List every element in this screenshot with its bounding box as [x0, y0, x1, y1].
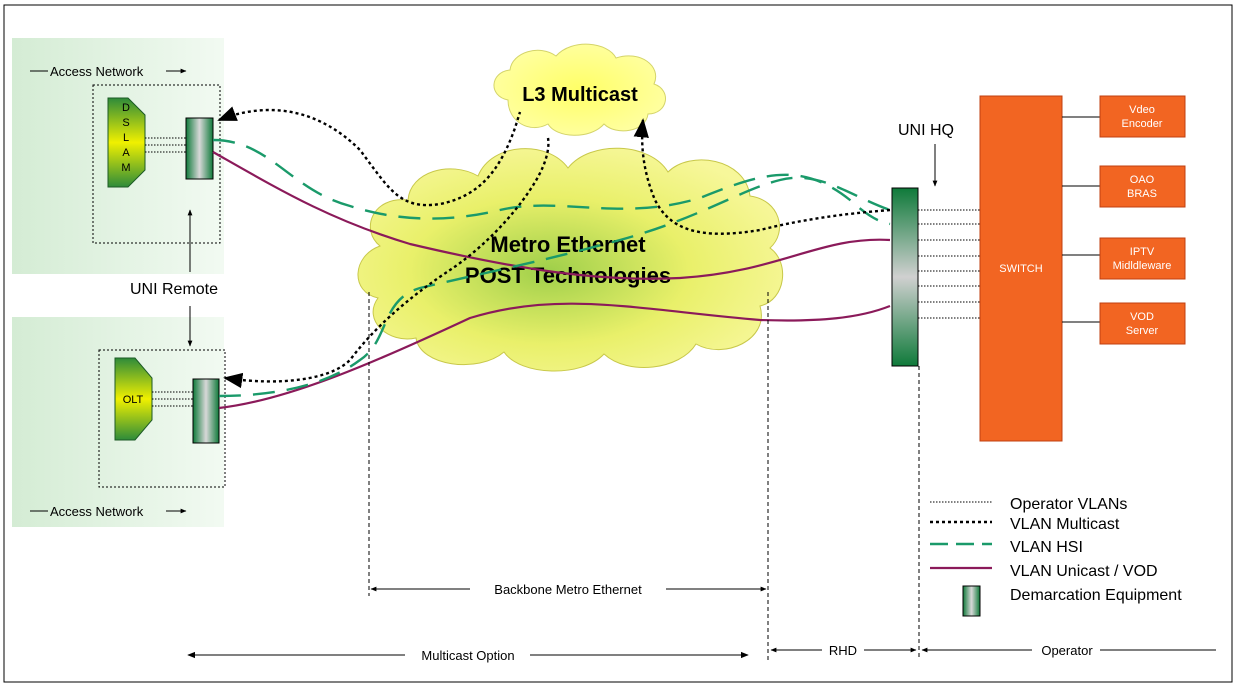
metro-ethernet-line2: POST Technologies — [465, 263, 671, 288]
olt-device — [114, 357, 153, 441]
switch-box — [979, 95, 1063, 442]
svg-text:L: L — [123, 132, 129, 144]
dslam-device — [107, 97, 146, 188]
vlan-multicast-lines — [217, 106, 891, 389]
vlan-unicast-lines — [212, 151, 891, 410]
server-oao-bras: OAO BRAS — [1099, 165, 1186, 208]
metro-ethernet-line1: Metro Ethernet — [490, 232, 646, 257]
operator-label: Operator — [1041, 643, 1093, 658]
legend: Operator VLANs VLAN Multicast VLAN HSI V… — [930, 496, 1182, 617]
server-connectors — [1062, 116, 1100, 323]
olt-label: OLT — [123, 394, 144, 406]
svg-text:Vdeo: Vdeo — [1129, 104, 1155, 116]
diagram-border — [3, 4, 1233, 683]
svg-text:VOD: VOD — [1130, 311, 1154, 323]
switch-label: SWITCH — [999, 263, 1042, 275]
demarcation-bottom — [192, 378, 220, 444]
demarcation-hq — [891, 187, 919, 367]
dimension-guides — [368, 292, 920, 660]
access-network-bottom-label: Access Network — [50, 504, 144, 519]
svg-text:Server: Server — [1126, 325, 1159, 337]
svg-text:M: M — [121, 162, 130, 174]
l3-multicast-cloud — [493, 43, 666, 136]
svg-text:IPTV: IPTV — [1130, 246, 1155, 258]
svg-text:Encoder: Encoder — [1122, 118, 1163, 130]
legend-operator-vlans: Operator VLANs — [1010, 496, 1127, 513]
multicast-option-label: Multicast Option — [421, 648, 514, 663]
server-iptv-middleware: IPTV Midldleware — [1099, 237, 1186, 280]
access-network-top-label: Access Network — [50, 64, 144, 79]
olt-links — [152, 391, 193, 407]
demarcation-top — [185, 117, 214, 180]
svg-text:BRAS: BRAS — [1127, 188, 1157, 200]
metro-ethernet-cloud — [357, 147, 784, 372]
uni-remote-label: UNI Remote — [130, 281, 218, 298]
legend-vlan-hsi: VLAN HSI — [1010, 539, 1083, 556]
backbone-label: Backbone Metro Ethernet — [494, 582, 642, 597]
access-network-top-box — [92, 84, 221, 244]
operator-vlan-links — [918, 209, 980, 319]
uni-hq-label: UNI HQ — [898, 122, 954, 139]
svg-text:OAO: OAO — [1130, 174, 1155, 186]
svg-text:Midldleware: Midldleware — [1113, 260, 1172, 272]
legend-vlan-unicast: VLAN Unicast / VOD — [1010, 563, 1158, 580]
dslam-label: D S L A M — [121, 102, 130, 174]
server-vod: VOD Server — [1099, 302, 1186, 345]
legend-demarcation: Demarcation Equipment — [1010, 587, 1182, 604]
legend-demarcation-swatch — [962, 585, 981, 617]
svg-text:A: A — [122, 147, 130, 159]
dslam-links — [145, 137, 186, 153]
access-network-bottom-box — [98, 349, 226, 488]
server-video-encoder: Vdeo Encoder — [1099, 95, 1186, 138]
svg-text:D: D — [122, 102, 130, 114]
l3-multicast-label: L3 Multicast — [522, 84, 638, 106]
legend-vlan-multicast: VLAN Multicast — [1010, 516, 1120, 533]
rhd-label: RHD — [829, 643, 857, 658]
svg-text:S: S — [122, 117, 129, 129]
vlan-hsi-lines — [212, 138, 891, 398]
